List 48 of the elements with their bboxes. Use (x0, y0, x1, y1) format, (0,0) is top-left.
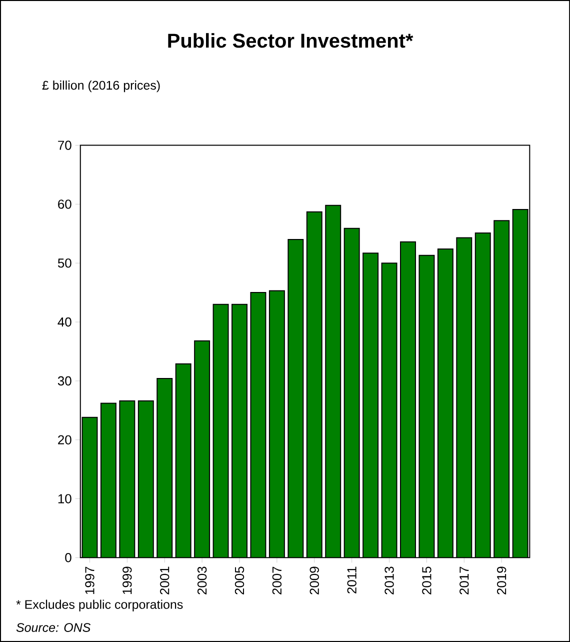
x-tick-label: 2019 (496, 566, 506, 594)
bar (512, 208, 528, 558)
bar (456, 237, 472, 558)
bar (119, 400, 136, 558)
y-axis-title: £ billion (2016 prices) (42, 80, 160, 92)
bar (250, 292, 266, 558)
text: * Excludes public corporations (16, 600, 183, 612)
chart-title: Public Sector Investment* (168, 33, 414, 48)
x-tick-label: 2017 (460, 566, 469, 594)
bar (306, 211, 322, 558)
bar (231, 304, 248, 558)
bar (474, 232, 491, 558)
y-tick-label: 70 (58, 140, 72, 150)
y-tick-label: 20 (58, 435, 72, 444)
bar (288, 239, 304, 558)
x-tick-label: 2011 (347, 566, 356, 594)
x-tick-label: 2013 (384, 566, 394, 594)
bar (344, 228, 360, 558)
x-tick-label: 2009 (310, 566, 319, 594)
bar (212, 304, 229, 558)
y-tick-label: 60 (58, 200, 72, 209)
bar (138, 400, 154, 558)
bar (362, 252, 378, 558)
x-tick-label: 2007 (272, 566, 282, 594)
text: Source: ONS (16, 623, 90, 632)
y-tick-label: 30 (58, 376, 72, 386)
bar (175, 363, 192, 558)
bar (494, 220, 510, 558)
y-tick-label: 50 (58, 258, 72, 268)
bar (194, 340, 210, 558)
y-tick-label: 10 (58, 494, 72, 504)
bar (437, 248, 454, 558)
x-tick-label: 2005 (234, 566, 244, 594)
bar (400, 241, 416, 558)
bar (100, 402, 116, 558)
x-tick-label: 1997 (85, 566, 94, 594)
x-tick-label: 2015 (422, 566, 432, 594)
bar (268, 290, 285, 558)
x-tick-label: 1999 (122, 566, 132, 594)
bar (418, 254, 435, 558)
bar (156, 378, 173, 558)
y-tick-label: 40 (58, 317, 72, 327)
bar (325, 204, 342, 558)
y-tick-label: 0 (65, 553, 72, 562)
x-tick-label: 2001 (160, 566, 170, 594)
x-tick-label: 2003 (197, 566, 207, 594)
bar (381, 262, 398, 558)
bar (82, 416, 98, 558)
